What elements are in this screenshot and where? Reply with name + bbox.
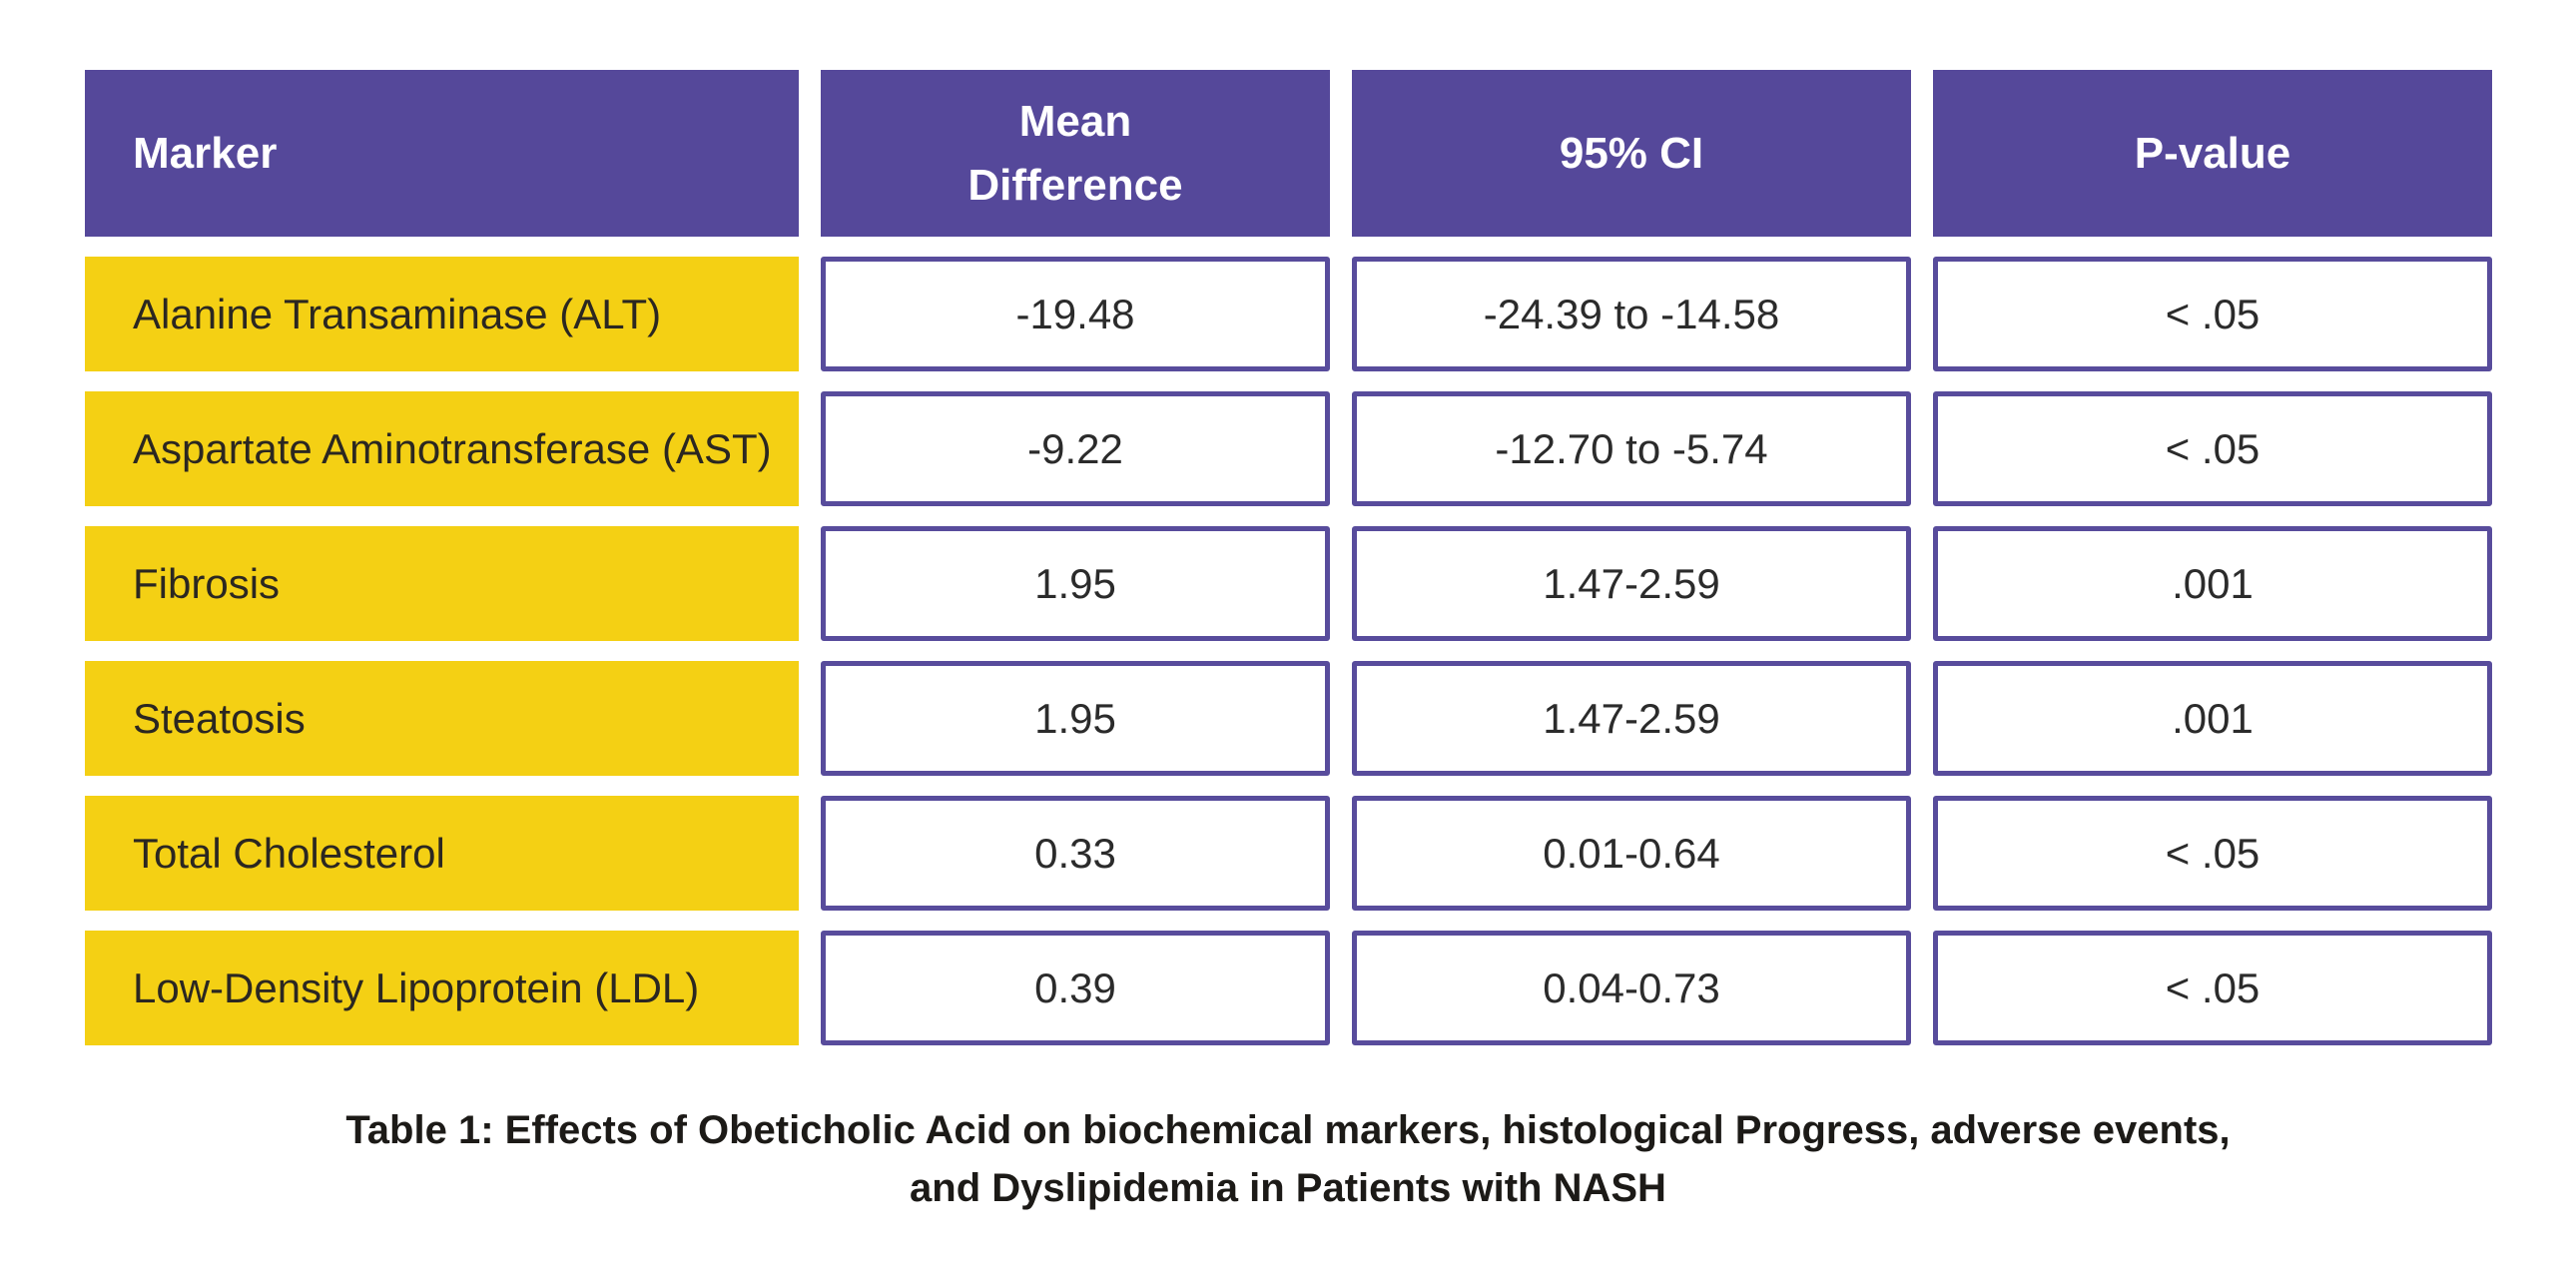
p-value-cell: < .05 xyxy=(1933,931,2492,1045)
ci-cell: 0.04-0.73 xyxy=(1352,931,1911,1045)
marker-cell: Fibrosis xyxy=(85,526,799,641)
p-value-cell: .001 xyxy=(1933,661,2492,776)
header-cell-p-value: P-value xyxy=(1933,70,2492,237)
marker-cell: Total Cholesterol xyxy=(85,796,799,911)
header-cell-mean-difference: Mean Difference xyxy=(821,70,1330,237)
ci-cell: 0.01-0.64 xyxy=(1352,796,1911,911)
mean-difference-cell: -19.48 xyxy=(821,257,1330,371)
header-cell-marker: Marker xyxy=(85,70,799,237)
ci-cell: -24.39 to -14.58 xyxy=(1352,257,1911,371)
p-value-cell: < .05 xyxy=(1933,257,2492,371)
p-value-cell: < .05 xyxy=(1933,391,2492,506)
marker-cell: Steatosis xyxy=(85,661,799,776)
ci-cell: 1.47-2.59 xyxy=(1352,526,1911,641)
marker-cell: Alanine Transaminase (ALT) xyxy=(85,257,799,371)
marker-cell: Aspartate Aminotransferase (AST) xyxy=(85,391,799,506)
mean-difference-cell: -9.22 xyxy=(821,391,1330,506)
mean-difference-cell: 1.95 xyxy=(821,526,1330,641)
p-value-cell: < .05 xyxy=(1933,796,2492,911)
mean-difference-cell: 0.39 xyxy=(821,931,1330,1045)
ci-cell: -12.70 to -5.74 xyxy=(1352,391,1911,506)
results-table: Marker Mean Difference 95% CI P-value Al… xyxy=(85,70,2492,1045)
marker-cell: Low-Density Lipoprotein (LDL) xyxy=(85,931,799,1045)
table-caption: Table 1: Effects of Obeticholic Acid on … xyxy=(345,1108,2231,1210)
p-value-cell: .001 xyxy=(1933,526,2492,641)
mean-difference-cell: 0.33 xyxy=(821,796,1330,911)
ci-cell: 1.47-2.59 xyxy=(1352,661,1911,776)
header-cell-95ci: 95% CI xyxy=(1352,70,1911,237)
mean-difference-cell: 1.95 xyxy=(821,661,1330,776)
